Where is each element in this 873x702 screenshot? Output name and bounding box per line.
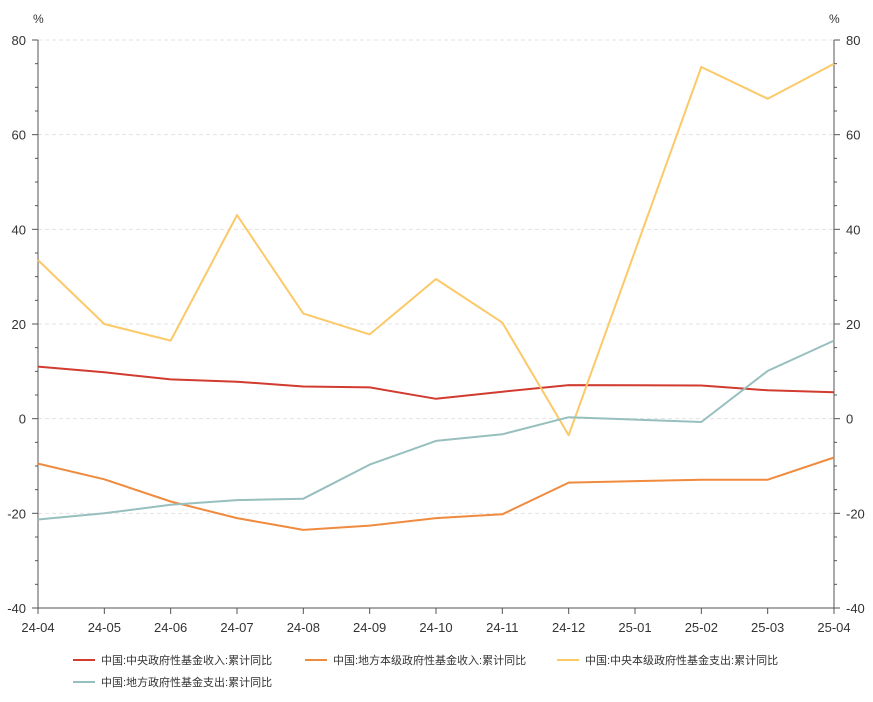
y-tick-label-left: 60 <box>12 128 26 143</box>
legend-item-4[interactable]: 中国:地方政府性基金支出:累计同比 <box>73 674 272 690</box>
y-tick-label-right: -40 <box>846 601 865 616</box>
legend-swatch <box>73 681 95 683</box>
x-tick-label: 24-06 <box>154 620 187 635</box>
series-line-2 <box>37 456 835 531</box>
y-tick-label-right: 20 <box>846 317 860 332</box>
y-axis-unit-left: % <box>33 12 44 26</box>
x-tick-label: 24-12 <box>552 620 585 635</box>
legend-swatch <box>557 659 579 661</box>
legend-swatch <box>305 659 327 661</box>
legend-label: 中国:地方政府性基金支出:累计同比 <box>101 677 273 689</box>
y-tick-label-left: 80 <box>12 33 26 48</box>
x-tick-label: 25-02 <box>685 620 718 635</box>
y-tick-label-left: 40 <box>12 222 26 237</box>
x-tick-label: 24-10 <box>419 620 452 635</box>
y-tick-label-left: 20 <box>12 317 26 332</box>
x-tick-label: 24-07 <box>220 620 253 635</box>
legend-label: 中国:中央本级政府性基金支出:累计同比 <box>585 655 779 667</box>
series-line-1 <box>37 365 835 400</box>
y-tick-label-right: 80 <box>846 33 860 48</box>
y-tick-label-right: -20 <box>846 506 865 521</box>
x-tick-label: 24-05 <box>88 620 121 635</box>
legend-item-2[interactable]: 中国:地方本级政府性基金收入:累计同比 <box>305 652 526 668</box>
series-line-4 <box>37 339 835 521</box>
legend-label: 中国:地方本级政府性基金收入:累计同比 <box>333 655 527 667</box>
legend-item-3[interactable]: 中国:中央本级政府性基金支出:累计同比 <box>557 652 778 668</box>
x-tick-label: 24-09 <box>353 620 386 635</box>
y-tick-label-left: -20 <box>7 506 26 521</box>
gridlines <box>38 39 834 514</box>
legend-swatch <box>73 659 95 661</box>
series-line-3 <box>37 62 835 437</box>
y-axis-unit-right: % <box>829 12 840 26</box>
y-tick-label-right: 40 <box>846 222 860 237</box>
legend-item-1[interactable]: 中国:中央政府性基金收入:累计同比 <box>73 652 272 668</box>
x-tick-label: 24-08 <box>287 620 320 635</box>
x-tick-label: 24-04 <box>21 620 54 635</box>
x-tick-label: 24-11 <box>486 620 518 635</box>
y-tick-label-right: 0 <box>846 412 853 427</box>
y-tick-label-left: 0 <box>19 412 26 427</box>
x-tick-label: 25-04 <box>817 620 850 635</box>
x-tick-label: 25-01 <box>618 620 651 635</box>
y-tick-label-left: -40 <box>7 601 26 616</box>
x-tick-label: 25-03 <box>751 620 784 635</box>
series-lines <box>37 62 835 531</box>
axes: -40 -40 -20 -20 0 0 20 20 40 40 60 60 80 80 24-04 24-05… <box>7 33 865 635</box>
legend-label: 中国:中央政府性基金收入:累计同比 <box>101 655 273 667</box>
y-tick-label-right: 60 <box>846 128 860 143</box>
